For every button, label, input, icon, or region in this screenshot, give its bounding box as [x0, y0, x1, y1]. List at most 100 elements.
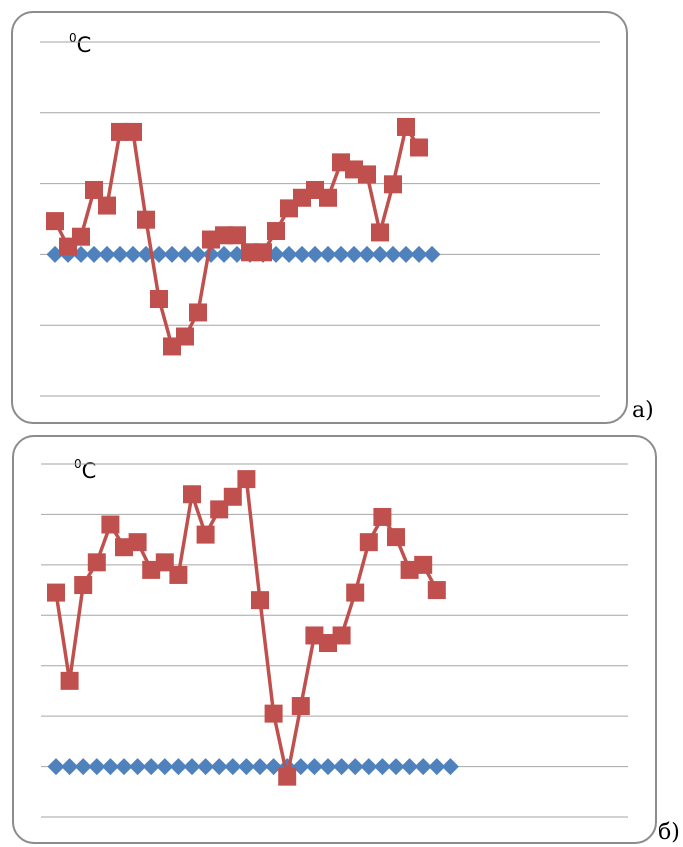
- baseline-diamond-point: [47, 758, 65, 776]
- baseline-diamond-point: [293, 245, 311, 263]
- baseline-diamond-point: [101, 758, 119, 776]
- temperature-square-point: [278, 767, 297, 786]
- temperature-square-point: [410, 138, 428, 157]
- temperature-square-point: [400, 560, 419, 579]
- temperature-square-point: [115, 538, 133, 557]
- temperature-square-point: [384, 175, 402, 194]
- temperature-square-point: [223, 487, 242, 506]
- baseline-diamond-point: [115, 758, 133, 776]
- baseline-diamond-point: [401, 758, 419, 776]
- baseline-diamond-point: [292, 758, 310, 776]
- temperature-square-point: [142, 560, 161, 579]
- baseline-diamond-point: [124, 245, 142, 263]
- baseline-diamond-point: [384, 245, 402, 263]
- temperature-square-point: [228, 226, 246, 245]
- temperature-square-point: [46, 212, 64, 231]
- temperature-square-point: [359, 533, 378, 552]
- temperature-square-point: [305, 626, 324, 645]
- temperature-square-point: [189, 303, 207, 322]
- baseline-diamond-point: [61, 758, 79, 776]
- temperature-square-point: [358, 165, 376, 184]
- baseline-diamond-point: [265, 758, 283, 776]
- baseline-diamond-point: [305, 758, 323, 776]
- baseline-diamond-point: [414, 758, 432, 776]
- temperature-square-point: [267, 222, 285, 241]
- baseline-diamond-point: [85, 245, 103, 263]
- baseline-diamond-point: [74, 758, 92, 776]
- temperature-square-point: [155, 553, 174, 572]
- temperature-square-point: [128, 533, 147, 552]
- temperature-square-point: [387, 528, 405, 547]
- temperature-square-point: [346, 583, 365, 602]
- unit-label-a: 0C: [69, 31, 92, 57]
- chart-b-plot: [41, 463, 628, 818]
- panel-label-b: б): [658, 820, 680, 845]
- baseline-diamond-point: [373, 758, 391, 776]
- baseline-diamond-point: [111, 245, 129, 263]
- baseline-diamond-point: [98, 245, 116, 263]
- baseline-diamond-point: [428, 758, 446, 776]
- baseline-diamond-point: [237, 758, 255, 776]
- temperature-square-point: [183, 485, 201, 504]
- baseline-diamond-point: [358, 245, 376, 263]
- baseline-diamond-point: [163, 245, 181, 263]
- temperature-square-point: [74, 576, 93, 595]
- temperature-square-point: [210, 500, 229, 519]
- temperature-square-point: [72, 227, 90, 246]
- baseline-diamond-point: [397, 245, 415, 263]
- baseline-diamond-point: [345, 245, 363, 263]
- temperature-square-point: [427, 581, 446, 600]
- panel-label-a: а): [632, 398, 654, 423]
- baseline-diamond-point: [224, 758, 242, 776]
- temperature-square-point: [371, 223, 389, 242]
- baseline-diamond-point: [210, 758, 228, 776]
- baseline-diamond-point: [197, 758, 215, 776]
- baseline-diamond-point: [88, 758, 106, 776]
- baseline-diamond-point: [441, 758, 459, 776]
- temperature-square-point: [98, 196, 116, 215]
- temperature-square-point: [196, 525, 215, 544]
- temperature-square-point: [291, 697, 310, 716]
- baseline-diamond-point: [251, 758, 269, 776]
- chart-a-plot: [40, 41, 600, 397]
- temperature-square-point: [176, 327, 194, 346]
- baseline-diamond-point: [319, 245, 337, 263]
- temperature-square-point: [47, 583, 65, 602]
- baseline-diamond-point: [150, 245, 168, 263]
- temperature-square-point: [251, 591, 269, 610]
- temperature-square-point: [319, 188, 337, 207]
- temperature-square-point: [169, 565, 188, 584]
- baseline-diamond-point: [371, 245, 389, 263]
- temperature-square-point: [237, 470, 256, 489]
- baseline-diamond-point: [156, 758, 174, 776]
- temperature-square-point: [332, 626, 351, 645]
- baseline-diamond-point: [280, 245, 298, 263]
- temperature-square-point: [85, 180, 103, 199]
- temperature-square-point: [124, 122, 142, 141]
- baseline-diamond-point: [183, 758, 201, 776]
- temperature-square-point: [87, 553, 106, 572]
- baseline-diamond-point: [410, 245, 428, 263]
- baseline-diamond-point: [360, 758, 378, 776]
- temperature-square-point: [150, 290, 168, 309]
- temperature-square-point: [60, 671, 79, 690]
- baseline-diamond-point: [176, 245, 194, 263]
- temperature-square-point: [254, 243, 272, 262]
- baseline-diamond-point: [129, 758, 147, 776]
- temperature-square-point: [373, 507, 392, 526]
- temperature-square-point: [137, 210, 155, 229]
- temperature-square-point: [319, 634, 337, 653]
- baseline-diamond-point: [332, 245, 350, 263]
- baseline-diamond-point: [215, 245, 233, 263]
- baseline-diamond-point: [169, 758, 187, 776]
- baseline-diamond-point: [346, 758, 364, 776]
- temperature-square-point: [414, 555, 433, 574]
- baseline-diamond-point: [306, 245, 324, 263]
- baseline-diamond-point: [189, 245, 207, 263]
- baseline-diamond-point: [142, 758, 160, 776]
- baseline-diamond-point: [333, 758, 351, 776]
- baseline-diamond-point: [423, 245, 441, 263]
- temperature-square-point: [264, 704, 283, 723]
- baseline-diamond-point: [319, 758, 337, 776]
- temperature-square-point: [101, 515, 120, 534]
